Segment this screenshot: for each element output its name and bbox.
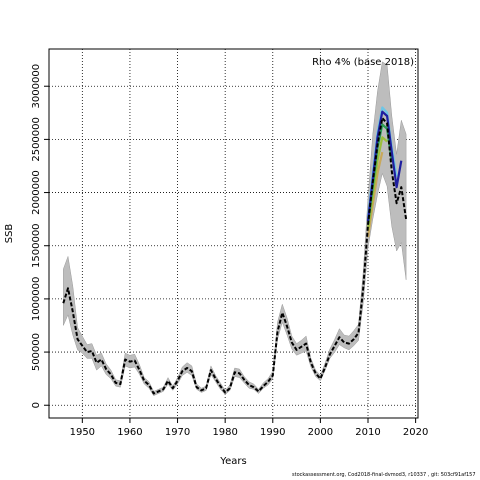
chart-annotation: Rho 4% (base 2018) [312, 57, 414, 68]
series-line-base [62, 117, 408, 395]
uncertainty-band [63, 61, 407, 397]
y-tick-label: 2500000 [31, 117, 42, 162]
y-axis: 0 500000 1000000 1500000 2000000 2500000 30000… [31, 64, 49, 408]
x-tick-label: 1990 [260, 427, 285, 438]
x-tick-label: 2000 [308, 427, 333, 438]
x-tick-label: 1950 [70, 427, 95, 438]
y-tick-label: 3000000 [31, 64, 42, 109]
plot-frame [48, 48, 419, 419]
y-axis-label: SSB [4, 224, 15, 244]
x-tick-label: 1960 [117, 427, 142, 438]
y-tick-label: 500000 [31, 333, 42, 371]
x-axis: 1950 1960 1970 1980 1990 2000 2010 2020 [70, 418, 428, 438]
x-tick-label: 1980 [212, 427, 237, 438]
x-tick-label: 1970 [165, 427, 190, 438]
y-tick-label: 1000000 [31, 277, 42, 322]
y-tick-label: 1500000 [31, 223, 42, 268]
confidence-band [63, 61, 407, 397]
series-line-peel_5 [366, 151, 384, 238]
footer-text: stockassessment.org, Cod2018-final-dvmod… [292, 472, 476, 478]
y-tick-label: 2000000 [31, 170, 42, 215]
series-lines [62, 106, 408, 395]
x-tick-label: 2010 [355, 427, 380, 438]
series-line-peel_1 [366, 110, 403, 222]
y-tick-label: 0 [31, 402, 42, 408]
x-tick-label: 2020 [403, 427, 428, 438]
x-axis-label: Years [219, 456, 246, 467]
